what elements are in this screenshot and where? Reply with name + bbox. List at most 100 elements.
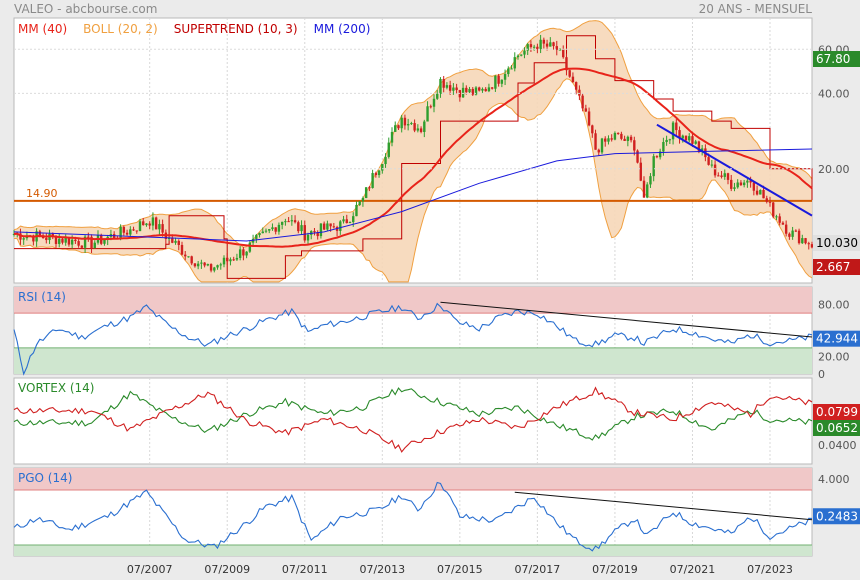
candle-body (552, 42, 555, 47)
candle-body (539, 39, 542, 50)
price-high-badge: 67.80 (816, 52, 850, 66)
candle-body (313, 231, 316, 233)
candle-body (720, 175, 723, 177)
candle-body (668, 139, 672, 141)
candle-body (755, 190, 759, 195)
candle-body (74, 239, 77, 242)
candle-body (423, 121, 426, 132)
candle-body (562, 49, 565, 58)
candle-body (413, 123, 416, 131)
candle-body (532, 46, 536, 48)
candle-body (684, 135, 688, 141)
candle-body (545, 43, 549, 47)
candle-body (348, 222, 352, 224)
vortex-plus-badge: 0.0652 (816, 421, 858, 435)
candle-body (697, 141, 701, 152)
candle-body (255, 235, 258, 239)
candle-body (219, 264, 222, 266)
mm200-line (13, 148, 813, 242)
rsi-overbought-zone (14, 287, 812, 314)
candle-body (655, 156, 659, 158)
candle-body (610, 138, 613, 140)
candle-body (675, 122, 678, 131)
candle-body (213, 267, 216, 271)
candle-body (490, 87, 494, 89)
candle-body (807, 243, 810, 245)
candle-body (452, 87, 455, 91)
candle-body (416, 128, 420, 131)
candle-body (484, 88, 487, 92)
candle-body (232, 259, 235, 261)
candle-body (497, 75, 500, 84)
candle-body (558, 49, 562, 51)
candle-body (717, 175, 720, 177)
candle-body (804, 238, 807, 244)
candle-body (332, 226, 336, 228)
candle-body (293, 220, 297, 223)
candle-body (242, 249, 245, 256)
candle-body (206, 264, 210, 266)
candle-body (403, 117, 407, 126)
candle-body (222, 257, 226, 265)
candle-body (607, 138, 610, 142)
candle-body (342, 219, 345, 222)
candle-body (132, 229, 135, 231)
rsi-value-badge: 42.944 (816, 332, 858, 346)
rsi-title: RSI (14) (18, 290, 66, 304)
candle-body (542, 39, 546, 44)
candle-body (549, 42, 552, 47)
candle-body (487, 87, 491, 92)
candle-body (138, 221, 142, 232)
candle-body (145, 223, 148, 226)
candle-body (426, 106, 429, 122)
candle-body (245, 251, 248, 256)
candle-body (713, 164, 717, 176)
candle-body (390, 131, 394, 143)
candle-body (700, 148, 704, 152)
candle-body (775, 216, 778, 218)
rsi-trendline (440, 301, 813, 338)
candle-body (284, 221, 287, 223)
candle-body (455, 87, 458, 91)
candle-body (419, 128, 423, 132)
candle-body (229, 259, 232, 262)
candle-body (723, 173, 726, 177)
candle-body (788, 233, 791, 237)
candle-body (646, 184, 649, 198)
candle-body (571, 76, 575, 83)
candle-body (358, 201, 361, 205)
x-tick-label: 07/2011 (282, 563, 328, 576)
candle-body (180, 244, 184, 255)
candle-body (671, 122, 675, 140)
candle-body (83, 236, 87, 248)
pgo-title: PGO (14) (18, 471, 72, 485)
candle-body (733, 187, 736, 189)
pgo-oversold-zone (14, 545, 812, 556)
candle-body (394, 125, 397, 132)
candle-body (290, 220, 294, 222)
candle-body (465, 87, 468, 93)
candle-body (135, 230, 138, 232)
pgo-y-tick: 4.000 (818, 473, 850, 486)
candle-body (80, 245, 84, 248)
candle-body (439, 78, 442, 94)
candle-body (300, 225, 303, 232)
candle-body (377, 170, 381, 176)
candle-body (277, 224, 281, 232)
candle-body (400, 117, 403, 129)
candle-body (536, 46, 539, 50)
candle-body (190, 256, 193, 264)
rsi-value-badge-bg (813, 330, 860, 347)
candle-body (794, 230, 798, 232)
candle-body (32, 235, 35, 242)
candle-body (364, 187, 368, 199)
candle-body (322, 223, 326, 230)
candle-body (759, 189, 762, 195)
candle-body (510, 68, 513, 70)
candle-body (468, 88, 471, 93)
candle-body (67, 237, 71, 245)
candle-body (70, 239, 74, 245)
candle-body (471, 88, 474, 95)
candles (12, 34, 814, 273)
